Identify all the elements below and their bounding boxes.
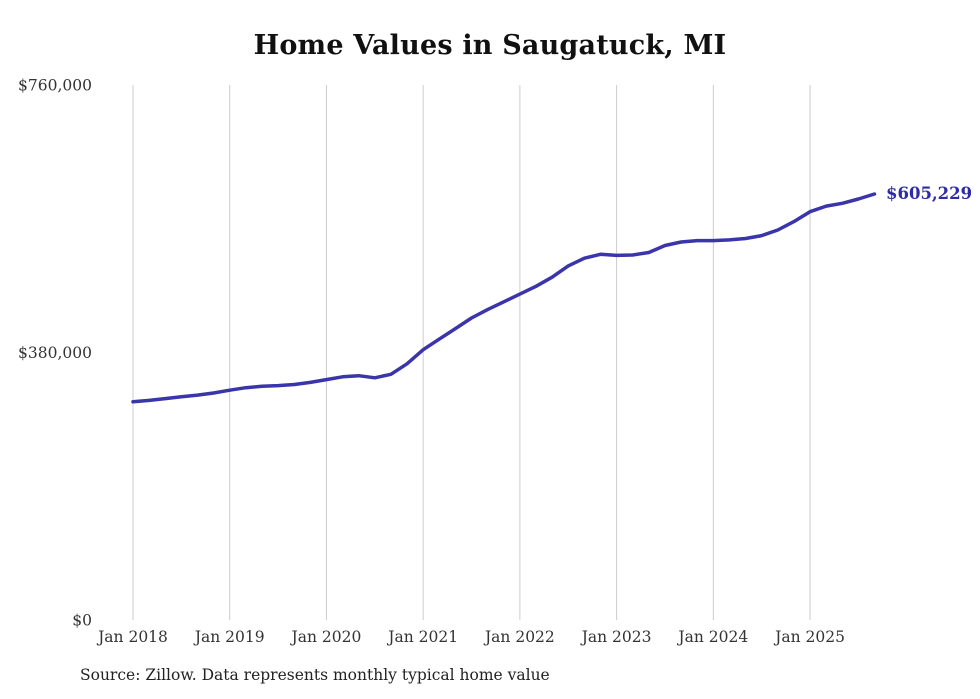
latest-value-label: $605,229 xyxy=(886,183,973,203)
x-axis-tick-label: Jan 2025 xyxy=(773,628,845,646)
source-note: Source: Zillow. Data represents monthly … xyxy=(80,666,550,684)
y-axis-tick-label: $380,000 xyxy=(18,344,92,362)
x-axis-tick-label: Jan 2018 xyxy=(96,628,168,646)
x-axis-tick-label: Jan 2023 xyxy=(580,628,652,646)
x-axis-tick-label: Jan 2019 xyxy=(193,628,265,646)
x-axis-tick-label: Jan 2024 xyxy=(676,628,748,646)
y-axis-tick-label: $0 xyxy=(72,612,92,630)
x-axis-tick-label: Jan 2020 xyxy=(290,628,362,646)
x-axis-tick-label: Jan 2021 xyxy=(386,628,458,646)
chart-title: Home Values in Saugatuck, MI xyxy=(253,30,727,61)
home-value-line xyxy=(131,192,877,404)
y-axis-tick-label: $760,000 xyxy=(18,77,92,95)
x-axis-tick-label: Jan 2022 xyxy=(483,628,555,646)
